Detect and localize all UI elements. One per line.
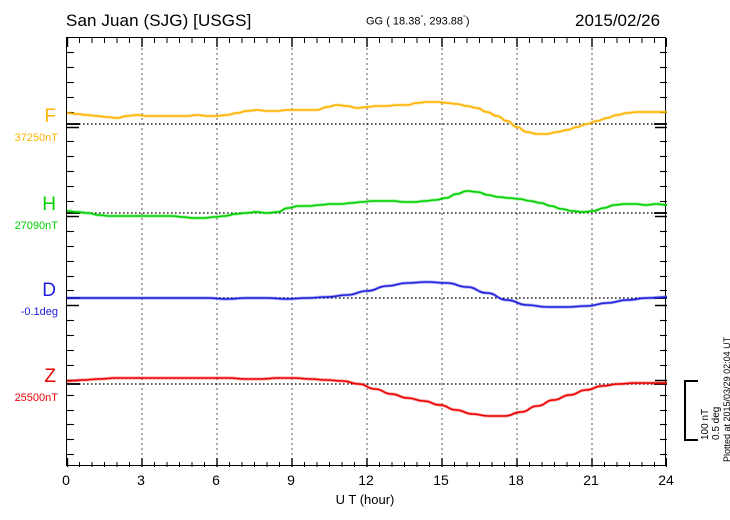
geo-longitude-degree-icon: ° (463, 15, 466, 22)
component-label-d: D (42, 280, 56, 301)
x-axis-ticks (67, 38, 667, 467)
x-tick-label-18: 18 (508, 472, 524, 488)
x-tick-label-24: 24 (658, 472, 674, 488)
x-tick-label-21: 21 (583, 472, 599, 488)
component-label-h: H (42, 194, 56, 215)
scale-bar-top-cap (684, 380, 698, 382)
component-value-f: 37250nT (14, 132, 58, 144)
magnetogram-traces-svg (67, 38, 667, 467)
page-title: San Juan (SJG) [USGS] (66, 11, 252, 30)
y-axis-ticks (67, 51, 667, 456)
scale-label-deg: 0.5 deg (711, 406, 722, 440)
geo-system-label: GG (366, 15, 384, 28)
geographic-coordinates: GG ( 18.38°, 293.88°) (366, 15, 470, 28)
geo-longitude: 293.88 (429, 15, 464, 28)
x-tick-label-12: 12 (358, 472, 374, 488)
component-traces (67, 100, 667, 418)
geo-latitude-degree-icon: ° (420, 15, 424, 22)
component-value-h: 27090nT (14, 220, 58, 232)
component-value-d: -0.1deg (20, 306, 58, 318)
geo-open-paren: ( (386, 15, 390, 28)
geo-close-paren: ) (465, 15, 470, 28)
x-tick-label-0: 0 (62, 472, 70, 488)
x-tick-label-15: 15 (433, 472, 449, 488)
component-value-z: 25500nT (14, 392, 58, 404)
component-label-f: F (44, 106, 56, 127)
geo-latitude: 18.38 (392, 15, 421, 28)
x-tick-label-6: 6 (212, 472, 220, 488)
component-label-z: Z (44, 366, 56, 387)
x-axis-title: U T (hour) (335, 492, 395, 507)
x-tick-label-9: 9 (287, 472, 295, 488)
magnetogram-plot-area (66, 37, 667, 467)
geo-separator: , (423, 15, 427, 28)
observation-date: 2015/02/26 (575, 11, 661, 30)
scale-label-nt: 100 nT (700, 408, 711, 440)
x-tick-label-3: 3 (137, 472, 145, 488)
scale-bar-bottom-cap (684, 439, 698, 441)
plotted-timestamp: Plotted at 2015/03/29 02:04 UT (722, 336, 730, 462)
scale-bar (684, 380, 686, 440)
vertical-gridlines (141, 38, 593, 467)
